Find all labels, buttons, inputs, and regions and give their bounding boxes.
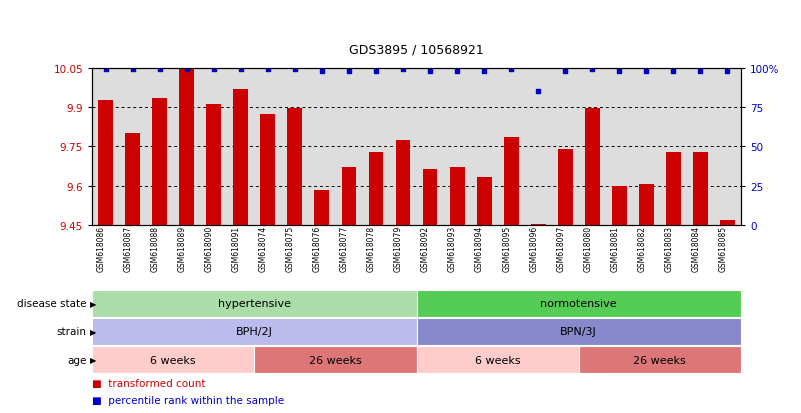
Text: ▶: ▶ xyxy=(90,355,96,364)
Bar xyxy=(693,152,708,225)
Bar xyxy=(179,69,194,225)
Bar xyxy=(417,347,579,373)
Point xyxy=(586,67,598,74)
Text: GSM618081: GSM618081 xyxy=(610,225,619,271)
Point xyxy=(613,69,626,75)
Point xyxy=(99,67,112,74)
Point xyxy=(532,89,545,95)
Text: GSM618091: GSM618091 xyxy=(231,225,241,271)
Bar xyxy=(477,177,492,225)
Bar xyxy=(99,101,113,225)
Text: normotensive: normotensive xyxy=(541,299,617,309)
Bar xyxy=(417,290,741,317)
Bar xyxy=(504,138,518,225)
Text: GSM618092: GSM618092 xyxy=(421,225,430,271)
Text: GSM618097: GSM618097 xyxy=(556,225,566,272)
Text: GSM618083: GSM618083 xyxy=(664,225,674,271)
Text: GSM618079: GSM618079 xyxy=(394,225,403,272)
Bar xyxy=(152,99,167,225)
Bar xyxy=(720,220,735,225)
Text: GSM618090: GSM618090 xyxy=(205,225,214,272)
Point xyxy=(396,67,409,74)
Point xyxy=(316,69,328,75)
Point xyxy=(235,67,248,74)
Text: 26 weeks: 26 weeks xyxy=(634,355,686,365)
Text: GSM618095: GSM618095 xyxy=(502,225,511,272)
Bar xyxy=(233,90,248,225)
Point xyxy=(694,69,706,75)
Text: GSM618076: GSM618076 xyxy=(313,225,322,272)
Point xyxy=(288,67,301,74)
Text: GSM618084: GSM618084 xyxy=(691,225,700,271)
Text: GSM618093: GSM618093 xyxy=(448,225,457,272)
Bar xyxy=(666,152,681,225)
Bar xyxy=(125,134,140,225)
Point xyxy=(343,69,356,75)
Point xyxy=(261,67,274,74)
Text: GSM618080: GSM618080 xyxy=(583,225,592,271)
Text: disease state: disease state xyxy=(17,299,87,309)
Point xyxy=(180,67,193,74)
Text: age: age xyxy=(67,355,87,365)
Bar xyxy=(315,190,329,225)
Text: 6 weeks: 6 weeks xyxy=(475,355,521,365)
Point xyxy=(369,69,382,75)
Text: GSM618094: GSM618094 xyxy=(475,225,484,272)
Text: ■  percentile rank within the sample: ■ percentile rank within the sample xyxy=(92,395,284,405)
Text: GSM618078: GSM618078 xyxy=(367,225,376,271)
Text: ■  transformed count: ■ transformed count xyxy=(92,378,206,388)
Text: strain: strain xyxy=(57,327,87,337)
Text: 6 weeks: 6 weeks xyxy=(151,355,196,365)
Point xyxy=(667,69,680,75)
Text: BPH/2J: BPH/2J xyxy=(235,327,273,337)
Bar xyxy=(255,347,417,373)
Bar xyxy=(531,224,545,225)
Text: 26 weeks: 26 weeks xyxy=(309,355,362,365)
Text: GSM618077: GSM618077 xyxy=(340,225,349,272)
Text: GSM618096: GSM618096 xyxy=(529,225,538,272)
Text: ▶: ▶ xyxy=(90,327,96,336)
Bar xyxy=(260,114,276,225)
Text: GDS3895 / 10568921: GDS3895 / 10568921 xyxy=(349,43,484,56)
Point xyxy=(640,69,653,75)
Bar xyxy=(585,109,600,225)
Bar xyxy=(207,105,221,225)
Text: GSM618074: GSM618074 xyxy=(259,225,268,272)
Text: BPN/3J: BPN/3J xyxy=(561,327,597,337)
Point xyxy=(424,69,437,75)
Point xyxy=(505,67,517,74)
Text: GSM618087: GSM618087 xyxy=(123,225,133,271)
Bar xyxy=(92,290,417,317)
Bar xyxy=(288,109,302,225)
Bar xyxy=(341,168,356,225)
Bar xyxy=(557,150,573,225)
Text: GSM618089: GSM618089 xyxy=(178,225,187,271)
Bar xyxy=(368,152,384,225)
Bar xyxy=(579,347,741,373)
Text: GSM618085: GSM618085 xyxy=(718,225,727,271)
Text: GSM618082: GSM618082 xyxy=(638,225,646,271)
Bar xyxy=(639,185,654,225)
Point xyxy=(153,67,166,74)
Bar xyxy=(417,318,741,345)
Point xyxy=(127,67,139,74)
Bar xyxy=(423,169,437,225)
Point xyxy=(721,69,734,75)
Bar xyxy=(92,347,255,373)
Text: GSM618086: GSM618086 xyxy=(97,225,106,271)
Text: GSM618075: GSM618075 xyxy=(286,225,295,272)
Point xyxy=(451,69,464,75)
Bar xyxy=(396,140,410,225)
Bar xyxy=(449,168,465,225)
Text: GSM618088: GSM618088 xyxy=(151,225,159,271)
Bar xyxy=(612,186,626,225)
Point xyxy=(207,67,220,74)
Text: hypertensive: hypertensive xyxy=(218,299,291,309)
Point xyxy=(559,69,572,75)
Text: ▶: ▶ xyxy=(90,299,96,308)
Point xyxy=(477,69,490,75)
Bar xyxy=(92,318,417,345)
